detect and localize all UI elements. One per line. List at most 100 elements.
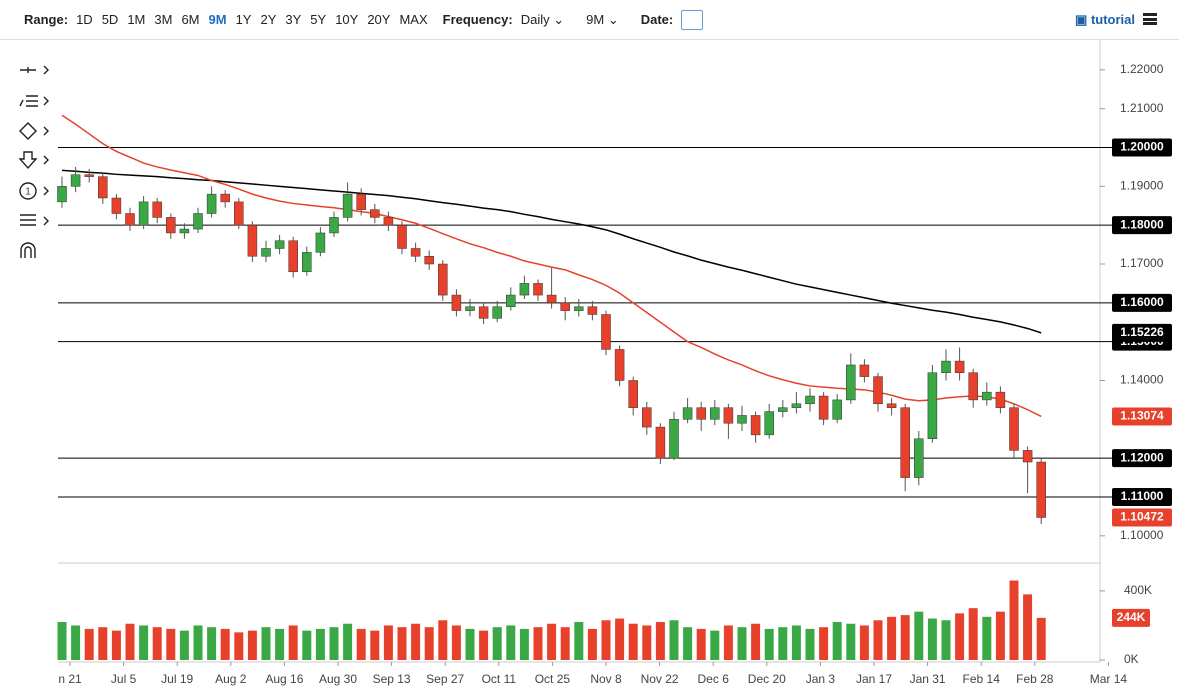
range-dropdown[interactable]: 9M ⌄ <box>586 11 619 27</box>
candle-body <box>560 302 570 311</box>
candle-body <box>234 201 244 226</box>
volume-bar <box>914 611 924 660</box>
candle-body <box>302 252 312 273</box>
candle-body <box>152 201 162 218</box>
range-button[interactable]: 3M <box>154 12 173 27</box>
volume-bar <box>574 622 584 660</box>
range-button[interactable]: 1M <box>127 12 146 27</box>
volume-bar <box>968 608 978 660</box>
price-tag <box>1112 449 1172 468</box>
calendar-button[interactable] <box>681 9 704 30</box>
frequency-dropdown[interactable]: Daily ⌄ <box>520 11 565 27</box>
x-tick-label: Aug 2 <box>215 672 247 686</box>
volume-bar <box>57 622 67 660</box>
volume-bar <box>547 623 557 660</box>
range-button[interactable]: 1D <box>76 12 93 27</box>
price-tag <box>1112 407 1172 426</box>
volume-bar <box>615 618 625 660</box>
range-button[interactable]: 20Y <box>367 12 391 27</box>
y-tick-label: 1.17000 <box>1120 256 1164 270</box>
range-button[interactable]: 5Y <box>310 12 327 27</box>
price-tag <box>1112 508 1172 527</box>
volume-bar <box>887 616 897 660</box>
candle-body <box>506 294 516 307</box>
drawing-tools[interactable] <box>18 65 49 258</box>
x-tick-label: Aug 16 <box>265 672 303 686</box>
tool-count[interactable] <box>19 182 37 200</box>
range-button[interactable]: 3Y <box>285 12 302 27</box>
volume-bar <box>302 630 312 660</box>
tool-fib[interactable] <box>19 95 49 107</box>
candle-body <box>342 193 353 218</box>
range-button[interactable]: 9M <box>208 12 227 27</box>
price-tag <box>1112 293 1172 312</box>
candle-body <box>533 283 543 296</box>
x-tick-label: Jul 5 <box>111 672 137 686</box>
candle-body <box>1009 407 1019 451</box>
x-tick-label: Sep 13 <box>373 672 411 686</box>
candle-body <box>98 176 108 199</box>
volume-bar <box>955 613 965 660</box>
tool-line[interactable] <box>20 65 49 75</box>
volume-bar <box>438 620 448 660</box>
candle-body <box>914 438 924 478</box>
volume-bar <box>941 620 951 660</box>
range-button[interactable]: 1Y <box>235 12 252 27</box>
candle-body <box>696 407 706 420</box>
range-button[interactable]: 5D <box>101 12 119 27</box>
x-tick-label: Feb 28 <box>1016 672 1054 686</box>
candle-body <box>818 395 829 420</box>
candle-body <box>410 248 421 257</box>
price-tag-label: 1.15226 <box>1120 325 1164 339</box>
volume-bar <box>737 627 747 660</box>
volume-bar <box>601 620 611 660</box>
tutorial-link[interactable]: ▣ tutorial <box>1075 11 1135 27</box>
tool-pitchfork[interactable] <box>20 186 49 226</box>
volume-bar <box>98 627 108 660</box>
candle-body <box>846 364 856 401</box>
volume-bar <box>859 625 869 660</box>
candle-body <box>438 263 448 296</box>
frequency-value: Daily <box>520 11 550 27</box>
volume-bar <box>628 623 638 660</box>
volume-bar <box>179 630 189 660</box>
range-button[interactable]: 10Y <box>335 12 359 27</box>
tool-shape[interactable] <box>19 122 49 140</box>
candle-body <box>138 201 149 226</box>
x-tick-label: Jul 19 <box>161 672 193 686</box>
candle-body <box>642 407 652 428</box>
volume-bar <box>832 622 842 660</box>
candle-body <box>247 224 258 257</box>
candle-body <box>84 174 94 177</box>
y-tick-label: 1.19000 <box>1120 179 1164 193</box>
range-button[interactable]: 2Y <box>260 12 277 27</box>
tool-magnet[interactable] <box>20 242 36 258</box>
tool-arrow[interactable] <box>18 151 49 170</box>
candle-body <box>356 193 366 210</box>
candle-body <box>383 217 394 226</box>
candle-body <box>70 174 81 187</box>
volume-bar <box>506 625 516 660</box>
volume-bar <box>125 623 135 660</box>
candle-body <box>941 360 951 373</box>
price-tag-label: 1.18000 <box>1120 217 1164 231</box>
x-tick-label: n 21 <box>58 672 82 686</box>
candle-body <box>873 376 883 405</box>
range-button[interactable]: 6M <box>181 12 200 27</box>
candle-body <box>574 306 584 311</box>
volume-bar <box>220 628 230 660</box>
x-tick-label: Jan 31 <box>910 672 946 686</box>
price-tag-label: 1.13074 <box>1120 409 1164 423</box>
tutorial-text: tutorial <box>1090 11 1135 27</box>
candle-body <box>1036 461 1046 518</box>
candle-body <box>220 193 230 203</box>
range-button[interactable]: MAX <box>399 12 428 27</box>
candle-body <box>628 380 638 408</box>
menu-button[interactable] <box>1143 13 1157 25</box>
volume-bar <box>465 628 475 660</box>
volume-bar <box>669 620 679 660</box>
volume-bar <box>1023 594 1033 660</box>
volume-bar <box>111 630 121 660</box>
volume-bar <box>900 615 910 660</box>
